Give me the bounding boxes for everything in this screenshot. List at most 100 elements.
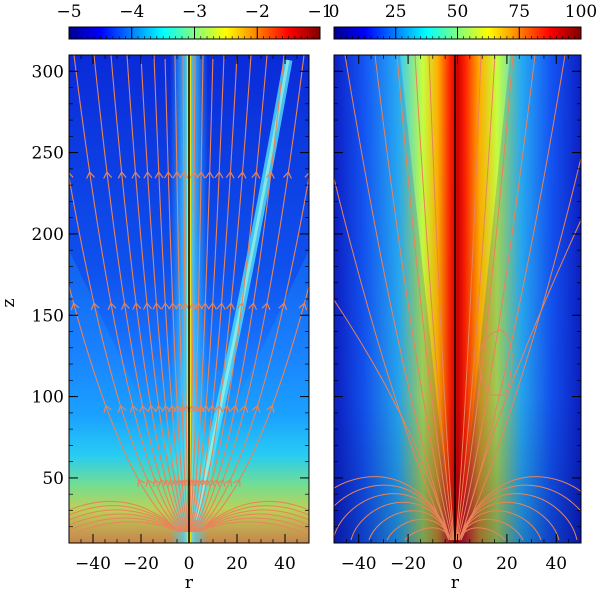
right-contour-line [478,329,513,396]
left-field-arrow [298,302,308,311]
left-field-arrow [216,478,226,487]
left-field-arrow [216,302,226,310]
right-contour-line [460,155,581,541]
left-field-arrow [168,302,178,310]
left-field-line [197,517,309,533]
left-field-arrow [179,170,189,179]
left-field-line [164,55,189,533]
left-field-arrow [117,170,127,179]
left-field-arrow [142,302,152,310]
right-contour-line [334,176,450,541]
right-panel [334,55,581,543]
left-field-arrow [152,478,162,487]
left-field-arrow [172,170,182,179]
right-contour-line [334,476,452,541]
left-field-line [194,55,305,533]
left-y-tick-label: 250 [32,144,64,164]
left-field-arrow [117,404,127,413]
left-field-arrow [214,170,224,179]
right-x-tick-label: 40 [545,554,567,574]
right-y-ticks [334,54,581,544]
left-y-axis-title: z [0,298,19,307]
left-field-arrow [177,404,187,413]
right-contour-line [334,299,450,541]
left-x-axis-title: r [185,573,194,593]
right-contour-line [458,510,542,541]
left-field-arrow [221,404,231,413]
left-field-arrow [86,170,95,179]
left-field-arrow [278,302,288,311]
left-field-arrow [261,302,271,311]
left-field-arrow [283,170,292,179]
right-x-tick-labels: −40 −20 0 20 40 [341,554,567,574]
left-field-arrow [251,170,261,179]
left-field-arrow [180,302,190,310]
left-field-arrow [304,171,309,179]
left-field-arrow [200,302,210,310]
left-field-line [110,55,186,533]
right-contour-line [344,55,452,541]
left-field-arrow [214,404,224,413]
left-cone-shading [69,250,309,543]
left-field-arrow [207,302,217,310]
right-contour-line [350,501,452,541]
right-x-tick-label: 0 [452,554,463,574]
left-colorbar-tick-label: −2 [245,2,270,22]
left-field-line [69,521,181,536]
right-contour-line [458,484,581,541]
left-field-arrow [266,404,275,413]
left-colorbar-tick-label: −3 [182,2,207,22]
left-field-arrow [152,302,162,310]
left-colorbar-tick-label: −5 [56,2,81,22]
right-colorbar-tick-label: 75 [508,2,530,22]
left-field-arrow [237,170,247,179]
left-field-arrow [197,478,207,487]
left-y-tick-label: 150 [32,306,64,326]
left-field-line [192,55,268,533]
left-field-line [195,174,309,533]
left-colorbar-ticks [68,27,321,39]
left-x-tick-label: −40 [75,554,111,574]
left-field-arrow [225,170,235,179]
left-field-line [197,513,309,533]
left-field-line [69,517,181,533]
left-colorbar: −5 −4 −3 −2 −1 [56,2,333,40]
left-field-arrow [194,478,204,487]
right-contour-line [458,493,578,541]
left-field-arrow [143,170,153,179]
right-x-tick-label: −40 [341,554,377,574]
left-field-line [197,505,309,533]
right-contour-line [458,501,560,541]
left-y-tick-label: 100 [32,388,64,408]
left-field-line [193,55,285,533]
left-field-line [126,55,187,533]
left-field-arrow [103,404,112,413]
left-field-arrow [38,171,47,179]
right-contour-line [414,55,454,541]
left-field-arrow [131,170,141,179]
left-field-line [69,513,181,533]
left-field-arrow [145,478,154,487]
left-field-arrow [107,302,117,311]
left-field-arrow [174,478,184,487]
right-contour-line [456,55,496,541]
left-colorbar-tick-label: −4 [119,2,144,22]
right-contour-line [374,55,453,541]
left-field-line [174,55,189,533]
left-field-line [189,55,214,533]
right-colorbar-ticks [333,27,582,39]
left-field-line [140,55,188,533]
right-colorbar-tick-label: 25 [385,2,407,22]
left-field-arrow [120,302,130,310]
left-field-line [69,283,181,533]
left-field-line [197,283,309,533]
right-contour-lines [334,55,581,541]
right-contour-line [334,484,452,541]
left-field-arrow [129,404,139,413]
right-contour-line [457,55,536,541]
left-field-arrow [211,478,220,487]
left-field-arrow [189,170,199,179]
left-field-arrow [236,302,246,310]
right-contour-line [456,55,514,541]
